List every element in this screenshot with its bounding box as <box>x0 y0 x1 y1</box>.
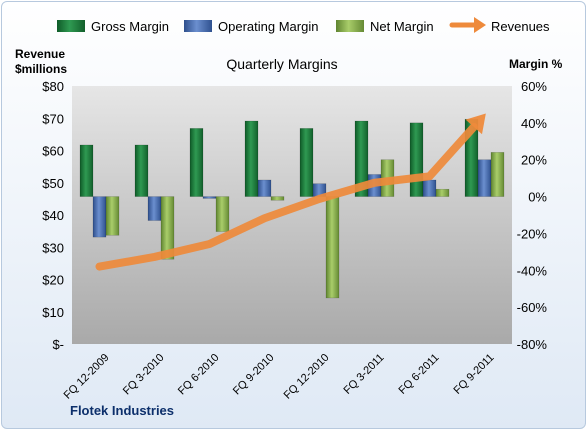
left-tick-label: $20 <box>42 273 64 288</box>
net-margin-bar <box>105 196 120 236</box>
bars <box>79 118 505 299</box>
legend: Gross Margin Operating Margin Net Margin… <box>57 17 550 34</box>
left-tick-label: $60 <box>42 144 64 159</box>
operating-margin-bar <box>422 179 437 197</box>
x-tick-label: FQ 12-2010 <box>282 352 332 402</box>
right-tick-label: 0% <box>528 190 547 205</box>
net-margin-bar <box>325 196 340 299</box>
net-margin-bar <box>435 188 450 197</box>
net-margin-bar <box>490 152 505 197</box>
left-tick-label: $- <box>52 337 64 352</box>
gross-margin-bar <box>409 122 424 197</box>
company-name: Flotek Industries <box>70 403 174 418</box>
left-tick-label: $40 <box>42 208 64 223</box>
legend-label-operating-margin: Operating Margin <box>218 19 318 34</box>
x-tick-label: FQ 3-2010 <box>121 352 167 398</box>
right-tick-label: -60% <box>517 300 548 315</box>
x-tick-label: FQ 6-2011 <box>397 352 442 397</box>
legend-label-net-margin: Net Margin <box>370 19 434 34</box>
legend-label-gross-margin: Gross Margin <box>91 19 169 34</box>
left-tick-label: $10 <box>42 305 64 320</box>
gross-margin-bar <box>79 144 94 197</box>
x-axis-ticks: FQ 12-2009 FQ 3-2010 FQ 6-2010 FQ 9-2010 FQ … <box>62 352 497 402</box>
left-axis-title-line1: Revenue <box>15 47 65 61</box>
legend-item-operating-margin: Operating Margin <box>184 19 318 34</box>
revenue-line <box>95 122 478 271</box>
right-tick-label: 40% <box>521 116 547 131</box>
chart-title: Quarterly Margins <box>226 56 337 72</box>
x-tick-label: FQ 9-2011 <box>452 352 497 397</box>
left-tick-label: $80 <box>42 79 64 94</box>
right-tick-label: -80% <box>517 337 548 352</box>
operating-margin-bar <box>92 196 107 238</box>
right-tick-label: 20% <box>521 153 547 168</box>
legend-item-net-margin: Net Margin <box>336 19 434 34</box>
gross-margin-bar <box>244 120 259 197</box>
legend-item-gross-margin: Gross Margin <box>57 19 169 34</box>
x-tick-label: FQ 9-2010 <box>231 352 277 398</box>
plot-area <box>72 86 512 344</box>
net-margin-bar <box>215 196 230 232</box>
net-margin-bar <box>270 196 285 201</box>
legend-item-revenues: Revenues <box>449 17 550 34</box>
right-tick-label: -20% <box>517 226 548 241</box>
operating-margin-bar <box>202 196 217 199</box>
revenue-arrowhead <box>465 113 486 135</box>
gross-margin-bar <box>299 128 314 197</box>
x-tick-label: FQ 12-2009 <box>62 352 112 402</box>
left-tick-label: $50 <box>42 176 64 191</box>
legend-label-revenues: Revenues <box>491 19 550 34</box>
left-axis-ticks: $- $10 $20 $30 $40 $50 $60 $70 $80 <box>42 79 64 352</box>
right-tick-label: -40% <box>517 263 548 278</box>
right-tick-label: 60% <box>521 79 547 94</box>
x-tick-label: FQ 3-2011 <box>342 352 387 397</box>
left-tick-label: $30 <box>42 240 64 255</box>
left-axis-title-line2: $millions <box>15 62 67 76</box>
operating-margin-bar <box>257 179 272 197</box>
gross-margin-bar <box>189 128 204 197</box>
right-axis-ticks: -80% -60% -40% -20% 0% 20% 40% 60% <box>517 79 548 352</box>
gross-margin-bar <box>354 120 369 197</box>
left-tick-label: $70 <box>42 111 64 126</box>
operating-margin-bar <box>147 196 162 221</box>
operating-margin-bar <box>477 159 492 197</box>
x-tick-label: FQ 6-2010 <box>176 352 222 398</box>
net-margin-bar <box>160 196 175 260</box>
right-axis-title: Margin % <box>509 57 563 71</box>
revenue-arrow <box>95 113 486 271</box>
gross-margin-bar <box>134 144 149 197</box>
